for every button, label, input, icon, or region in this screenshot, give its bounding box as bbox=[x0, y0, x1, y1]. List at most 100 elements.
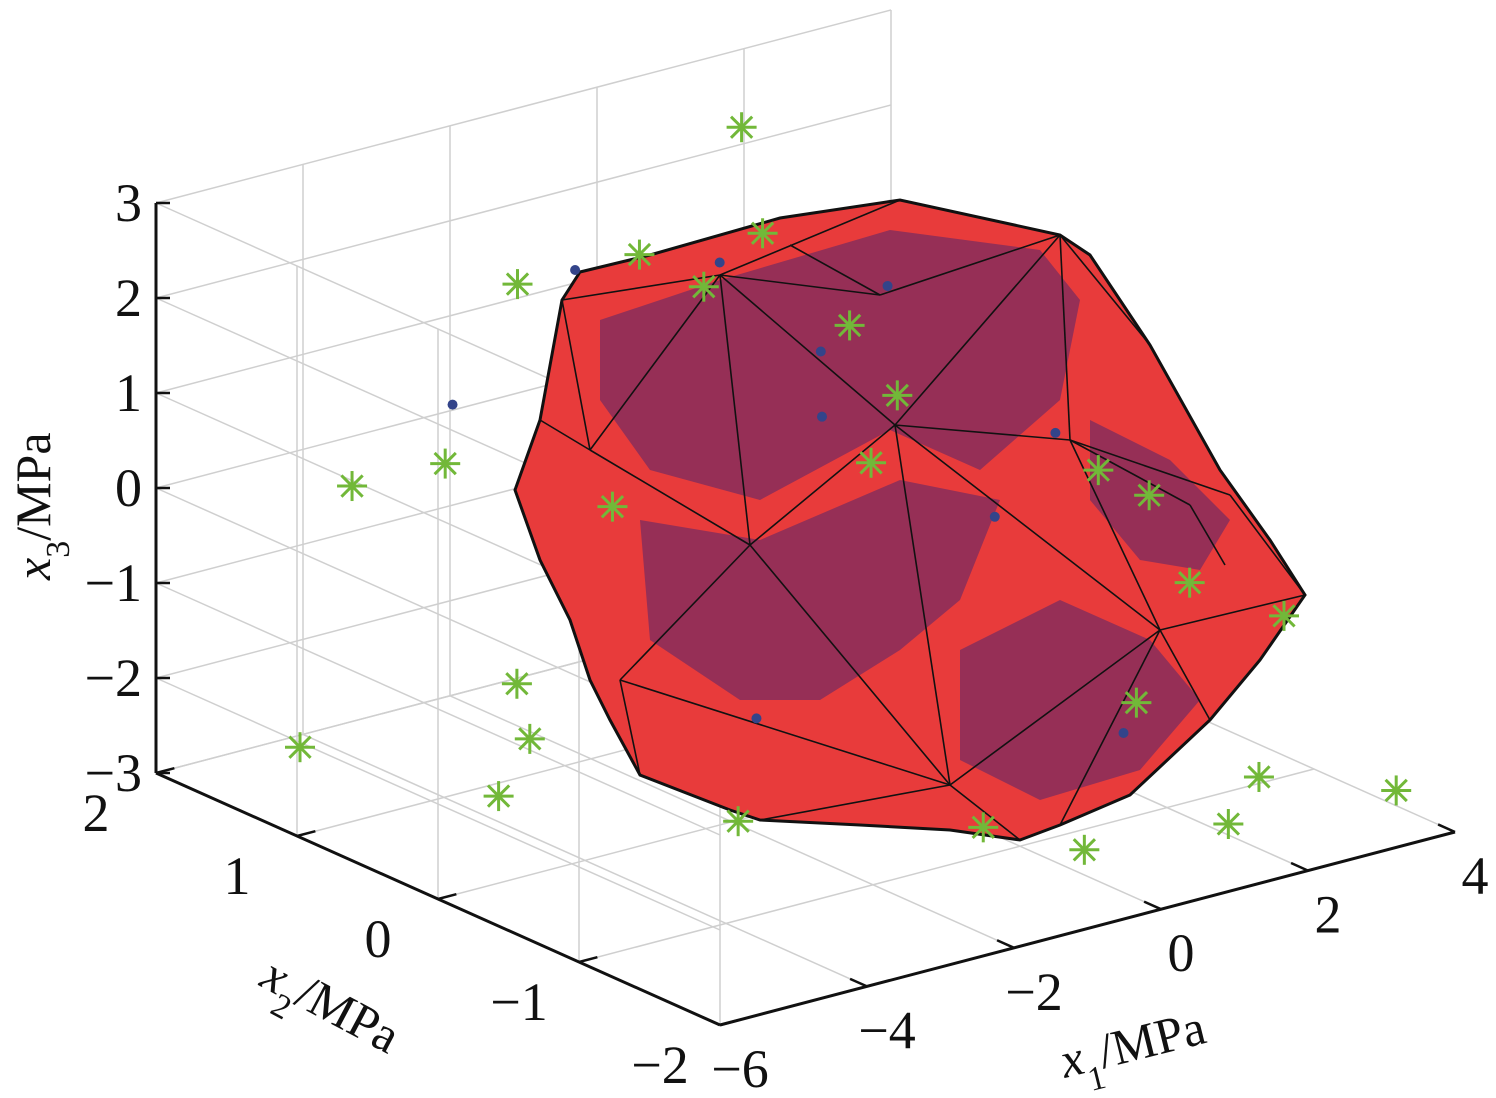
x1-tick-mark bbox=[1290, 861, 1309, 872]
x1-tick-mark bbox=[996, 939, 1015, 949]
hull-edge bbox=[1069, 439, 1231, 496]
x3-tick-label: 2 bbox=[115, 268, 142, 328]
star-marker-stroke bbox=[1177, 570, 1202, 595]
hull-edge bbox=[561, 299, 591, 451]
x3-tick-label: −3 bbox=[85, 743, 142, 803]
star-marker bbox=[597, 491, 628, 522]
star-marker bbox=[1121, 687, 1152, 718]
x2-tick-label: 0 bbox=[365, 909, 392, 969]
x1-tick-label: −6 bbox=[711, 1039, 768, 1093]
hull-edge bbox=[561, 274, 721, 301]
dot-marker bbox=[1050, 427, 1061, 438]
data-points bbox=[285, 112, 1412, 865]
dot-marker bbox=[570, 264, 581, 275]
star-marker bbox=[624, 239, 655, 270]
star-marker-stroke bbox=[486, 784, 511, 808]
star-marker-stroke bbox=[288, 735, 312, 759]
star-marker-stroke bbox=[971, 815, 995, 840]
hull-edge bbox=[894, 424, 1071, 441]
dot-marker bbox=[815, 346, 826, 357]
x1-tick-label: −4 bbox=[858, 1000, 915, 1060]
hull-edge bbox=[1229, 494, 1306, 596]
grid-line bbox=[155, 677, 721, 931]
hull-edge bbox=[719, 199, 901, 276]
star-marker bbox=[1174, 567, 1205, 598]
star-marker bbox=[834, 310, 865, 341]
star-marker bbox=[1269, 600, 1299, 631]
x1-tick-label: 2 bbox=[1315, 885, 1342, 945]
star-marker bbox=[968, 812, 999, 843]
star-marker bbox=[502, 269, 533, 300]
star-marker bbox=[723, 806, 754, 837]
hull-edge bbox=[589, 274, 721, 451]
x3-tick-label: −2 bbox=[85, 648, 142, 708]
star-marker-stroke bbox=[1137, 483, 1161, 507]
star-marker bbox=[337, 471, 368, 502]
x1-axis-title-var: x bbox=[1053, 1029, 1089, 1089]
dot-marker bbox=[1118, 728, 1129, 739]
grid-line bbox=[155, 104, 892, 299]
hull-edge bbox=[894, 424, 1161, 631]
hull-edge bbox=[879, 234, 1061, 296]
x1-tick-label: −2 bbox=[1005, 962, 1062, 1022]
x1-axis-title-unit: /MPa bbox=[1092, 999, 1211, 1080]
star-marker-stroke bbox=[726, 809, 750, 833]
hull-edge bbox=[1059, 234, 1151, 346]
star-marker-stroke bbox=[1216, 812, 1241, 836]
x2-tick-label: 2 bbox=[83, 783, 110, 843]
x1-axis-line bbox=[719, 830, 1456, 1027]
dot-marker bbox=[989, 511, 1000, 522]
x3-axis-title: x3/MPa bbox=[5, 432, 77, 581]
convex-hull bbox=[513, 198, 1307, 842]
hull-edge bbox=[1159, 629, 1211, 721]
x3-tick-label: 1 bbox=[115, 363, 142, 423]
hull-edge bbox=[619, 544, 751, 681]
x2-tick-mark bbox=[437, 892, 457, 901]
x1-axis-title: x1/MPa bbox=[1053, 999, 1214, 1093]
x2-tick-label: −2 bbox=[631, 1035, 688, 1093]
hull-edge bbox=[894, 234, 1061, 426]
star-marker-stroke bbox=[750, 221, 775, 245]
star-marker bbox=[688, 271, 719, 302]
star-marker-stroke bbox=[505, 672, 529, 696]
star-marker bbox=[483, 781, 514, 812]
star-marker-stroke bbox=[1072, 838, 1097, 862]
hull-edge bbox=[1069, 439, 1191, 506]
tick-labels: −6 −4 −2 0 2 4 2 1 0 −1 −2 3 2 1 0 −1 −2 −3 bbox=[83, 173, 1489, 1098]
star-marker bbox=[501, 668, 532, 699]
x3-axis-title-var: x bbox=[5, 558, 61, 581]
star-marker-stroke bbox=[1384, 778, 1408, 803]
star-marker bbox=[430, 448, 461, 479]
x1-tick-mark bbox=[849, 977, 868, 988]
star-marker bbox=[514, 723, 545, 754]
hull-edge bbox=[719, 274, 896, 426]
star-marker-stroke bbox=[1124, 690, 1149, 715]
star-marker bbox=[1083, 455, 1114, 486]
star-marker-stroke bbox=[518, 727, 542, 751]
x3-tick-label: 0 bbox=[115, 458, 142, 518]
hull-edge bbox=[619, 679, 951, 786]
x1-tick-label: 4 bbox=[1462, 846, 1489, 906]
hull-edge bbox=[749, 424, 896, 546]
star-marker-stroke bbox=[859, 451, 883, 475]
grid-line bbox=[578, 768, 1315, 963]
star-marker bbox=[882, 380, 913, 411]
hull-edge bbox=[1069, 439, 1161, 631]
hull-shaded-region bbox=[960, 600, 1200, 800]
hull-edge bbox=[719, 274, 751, 546]
hull-shaded-region bbox=[600, 230, 1080, 500]
hull-edge bbox=[619, 679, 641, 776]
star-marker bbox=[856, 447, 887, 478]
star-marker bbox=[1243, 761, 1274, 792]
x2-tick-label: −1 bbox=[490, 972, 547, 1032]
hull-edge bbox=[894, 424, 951, 786]
dot-marker bbox=[817, 411, 827, 422]
dot-marker bbox=[751, 713, 762, 724]
star-marker-stroke bbox=[627, 242, 652, 267]
grid-line bbox=[155, 582, 721, 836]
star-marker-stroke bbox=[837, 313, 862, 338]
axes bbox=[154, 201, 1456, 1027]
hull-edge bbox=[749, 544, 951, 786]
hull-edge bbox=[539, 419, 591, 451]
